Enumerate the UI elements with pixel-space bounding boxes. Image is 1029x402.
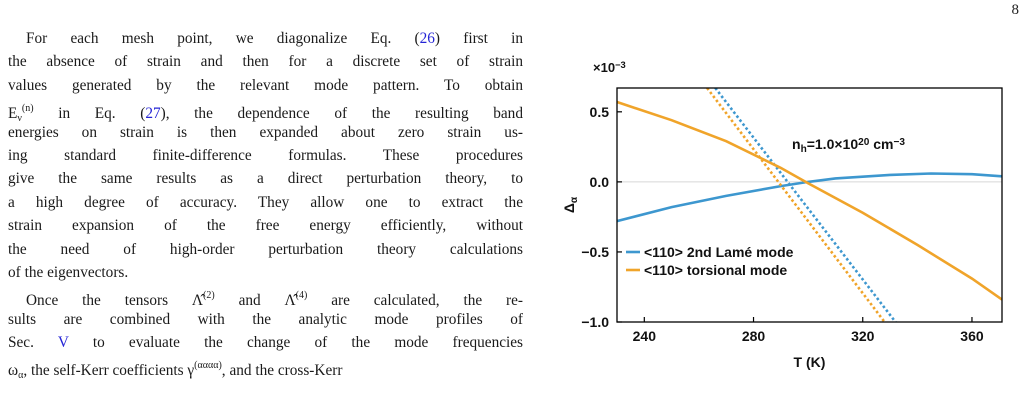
text-text: to evaluate the change of the mode frequ… (68, 334, 523, 352)
x-tick-label: 320 (851, 328, 875, 344)
text-text: Δ (561, 203, 577, 213)
text-text: are calculated, the re- (307, 292, 523, 310)
text-sub: α (569, 196, 580, 203)
text-line: sults are combined with the analytic mod… (8, 308, 523, 331)
text-line: Once the tensors Λ̂(2) and Λ̂(4) are cal… (8, 284, 523, 310)
text-text: ω (8, 362, 19, 380)
page-number: 8 (1011, 2, 1020, 18)
text-text: ), the dependence of the resulting band (160, 105, 523, 123)
text-text: sults are combined with the analytic mod… (8, 310, 523, 328)
text-sup: −3 (615, 60, 626, 70)
text-text: the absence of strain and then for a dis… (8, 53, 523, 71)
text-text: Once the tensors Λ̂ (26, 292, 204, 310)
text-text: E (8, 105, 18, 123)
text-line: ωα, the self-Kerr coefficients γ(αααα), … (8, 354, 523, 381)
text-line: the absence of strain and then for a dis… (8, 50, 523, 73)
y-tick-label: 0.5 (590, 104, 610, 120)
text-text: ing standard finite-difference formulas.… (8, 146, 523, 164)
text-text: cm (869, 136, 893, 152)
text-line: of the eigenvectors. (8, 261, 523, 284)
text-text: of the eigenvectors. (8, 263, 129, 281)
text-text: in Eq. ( (33, 105, 146, 123)
text-link: V (57, 334, 69, 352)
legend-label: <110> torsional mode (644, 262, 787, 278)
series-line (617, 100, 1002, 301)
text-sub: α (18, 370, 24, 382)
text-line: a high degree of accuracy. They allow on… (8, 191, 523, 214)
text-text: strain expansion of the free energy effi… (8, 217, 523, 235)
text-line: For each mesh point, we diagonalize Eq. … (8, 27, 523, 50)
text-line: Sec. V to evaluate the change of the mod… (8, 331, 523, 354)
multiplier: ×10−3 (593, 60, 626, 75)
text-sup: (n) (21, 103, 34, 115)
text-line: energies on strain is then expanded abou… (8, 121, 523, 144)
annotation: nh=1.0×1020 cm−3 (792, 136, 905, 155)
legend-label: <110> 2nd Lamé mode (644, 244, 794, 260)
text-text: the need of high-order perturbation theo… (8, 240, 523, 258)
text-line: values generated by the relevant mode pa… (8, 74, 523, 97)
text-line: Eν(n) in Eq. (27), the dependence of the… (8, 97, 523, 124)
series-dotted-line (714, 88, 897, 322)
text-sub: ν (17, 113, 22, 125)
text-text: ) first in (434, 30, 523, 47)
y-tick-label: 0.0 (590, 174, 610, 190)
text-line: ing standard finite-difference formulas.… (8, 144, 523, 167)
x-axis-label: T (K) (794, 354, 826, 370)
text-text: Sec. (8, 334, 58, 352)
text-text: n (792, 136, 801, 152)
series-dotted-line (706, 88, 886, 322)
series-line (617, 172, 1002, 223)
y-tick-label: −0.5 (581, 244, 609, 260)
y-axis-label: Δα (561, 196, 580, 213)
text-text: , the self-Kerr coefficients γ (23, 362, 195, 380)
text-text: and Λ̂ (214, 292, 296, 310)
text-sup: (4) (295, 290, 308, 302)
text-text: energies on strain is then expanded abou… (8, 123, 523, 141)
plot-frame (616, 87, 1003, 323)
text-text: ×10 (593, 60, 615, 75)
text-column: For each mesh point, we diagonalize Eq. … (8, 27, 523, 381)
text-text: =1.0×10 (807, 136, 859, 152)
text-sup: (2) (203, 290, 215, 302)
text-text: a high degree of accuracy. They allow on… (8, 193, 523, 211)
text-line: give the same results as a direct pertur… (8, 167, 523, 190)
text-sup: 20 (858, 137, 870, 148)
x-tick-label: 360 (960, 328, 984, 344)
text-text: give the same results as a direct pertur… (8, 170, 523, 188)
text-text: For each mesh point, we diagonalize Eq. … (26, 30, 420, 47)
text-line: the need of high-order perturbation theo… (8, 238, 523, 261)
x-tick-label: 240 (633, 328, 657, 344)
text-link: 26 (419, 30, 435, 47)
text-link: 27 (145, 105, 161, 123)
y-tick-label: −1.0 (581, 314, 609, 330)
text-text: values generated by the relevant mode pa… (8, 76, 523, 94)
chart: 0.5 0.0 −0.5 −1.0 240 280 320 360 <110> 2nd Lamé… (561, 60, 1003, 370)
text-sup: −3 (893, 137, 905, 148)
text-text: , and the cross-Kerr (221, 362, 343, 380)
text-sup: (αααα) (194, 360, 222, 372)
text-sub: h (801, 144, 807, 155)
text-line: strain expansion of the free energy effi… (8, 214, 523, 237)
x-tick-label: 280 (742, 328, 766, 344)
